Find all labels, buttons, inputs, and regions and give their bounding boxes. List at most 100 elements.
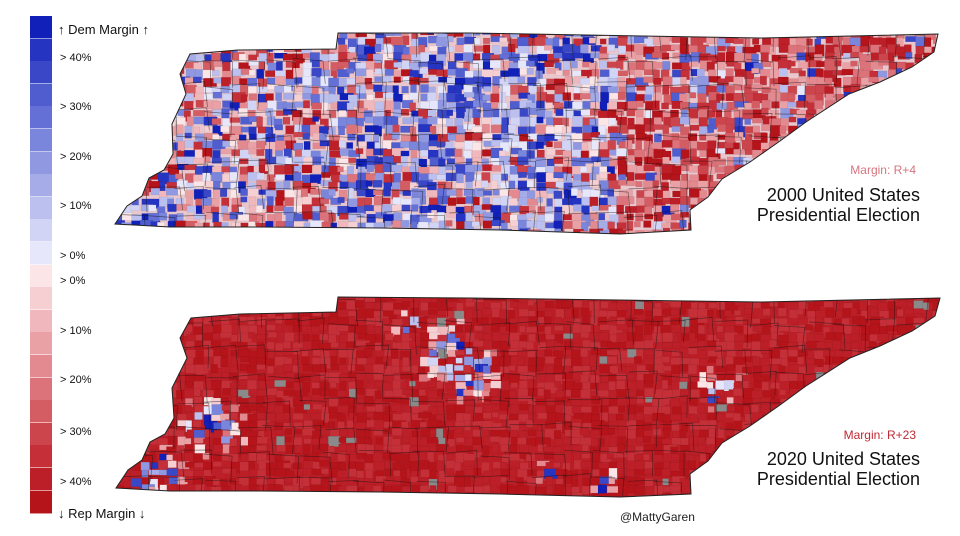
precinct-cell <box>661 308 672 316</box>
precinct-cell <box>869 349 882 359</box>
precinct-cell <box>860 389 871 395</box>
precinct-cell <box>194 412 203 420</box>
precinct-cell <box>337 421 345 429</box>
precinct-cell <box>905 52 913 59</box>
precinct-cell <box>418 396 428 406</box>
precinct-cell <box>634 477 645 486</box>
precinct-cell <box>564 429 573 437</box>
precinct-cell <box>491 443 499 454</box>
precinct-cell <box>913 412 921 422</box>
precinct-cell <box>365 444 375 455</box>
precinct-cell <box>896 404 905 415</box>
precinct-cell <box>408 92 419 100</box>
precinct-cell <box>211 300 221 307</box>
precinct-cell <box>716 413 724 422</box>
precinct-cell <box>923 420 938 432</box>
precinct-cell <box>211 70 220 76</box>
precinct-cell <box>517 76 526 84</box>
precinct-cell <box>914 429 928 442</box>
precinct-cell <box>192 76 202 84</box>
precinct-cell <box>842 307 852 318</box>
precinct-cell <box>563 333 574 339</box>
precinct-cell <box>294 445 302 454</box>
precinct-cell <box>337 405 350 413</box>
precinct-cell <box>356 404 364 415</box>
precinct-cell <box>778 67 788 77</box>
precinct-cell <box>348 212 356 222</box>
precinct-cell <box>564 308 573 319</box>
precinct-cell <box>589 355 601 369</box>
precinct-cell <box>481 452 489 459</box>
precinct-cell <box>904 366 913 374</box>
precinct-cell <box>923 350 937 363</box>
precinct-cell <box>337 462 347 471</box>
precinct-cell <box>285 297 293 303</box>
precinct-cell <box>472 340 485 347</box>
precinct-cell <box>617 91 626 101</box>
precinct-cell <box>670 156 681 163</box>
precinct-cell <box>697 297 713 299</box>
precinct-cell <box>753 437 767 449</box>
precinct-cell <box>167 460 177 468</box>
precinct-cell <box>896 309 904 317</box>
precinct-cell <box>742 429 755 437</box>
precinct-cell <box>311 477 321 486</box>
precinct-cell <box>744 118 751 125</box>
precinct-cell <box>240 94 248 102</box>
precinct-cell <box>681 316 690 328</box>
precinct-cell <box>158 317 174 326</box>
precinct-cell <box>220 413 230 420</box>
precinct-cell <box>202 189 212 198</box>
precinct-cell <box>156 404 166 412</box>
precinct-cell <box>670 446 678 454</box>
precinct-cell <box>714 460 725 470</box>
precinct-cell <box>913 300 924 309</box>
precinct-cell <box>717 446 731 456</box>
precinct-cell <box>437 405 447 415</box>
precinct-cell <box>807 389 816 399</box>
precinct-cell <box>733 148 745 155</box>
precinct-cell <box>625 139 633 150</box>
precinct-cell <box>942 413 948 422</box>
precinct-cell <box>122 398 137 405</box>
precinct-cell <box>337 390 346 398</box>
precinct-cell <box>726 476 735 489</box>
precinct-cell <box>553 317 563 328</box>
precinct-cell <box>644 324 653 336</box>
precinct-cell <box>140 340 154 350</box>
precinct-cell <box>914 349 924 355</box>
precinct-cell <box>346 444 360 453</box>
precinct-cell <box>715 404 729 412</box>
precinct-cell <box>627 332 636 342</box>
precinct-cell <box>266 388 278 396</box>
precinct-cell <box>402 190 411 197</box>
precinct-cell <box>886 414 896 421</box>
precinct-cell <box>662 84 670 95</box>
precinct-cell <box>777 307 787 317</box>
precinct-cell <box>788 60 796 67</box>
precinct-cell <box>779 428 789 437</box>
precinct-cell <box>708 302 718 309</box>
precinct-cell <box>843 373 851 383</box>
precinct-cell <box>483 396 493 403</box>
precinct-cell <box>275 429 283 436</box>
precinct-cell <box>931 382 940 389</box>
precinct-cell <box>804 405 818 411</box>
precinct-cell <box>931 468 940 477</box>
precinct-cell <box>699 358 708 368</box>
precinct-cell <box>625 366 633 375</box>
precinct-cell <box>571 437 581 445</box>
precinct-cell <box>454 33 464 37</box>
precinct-cell <box>570 188 578 197</box>
precinct-cell <box>274 75 286 86</box>
precinct-cell <box>148 444 160 450</box>
precinct-cell <box>355 33 368 38</box>
precinct-cell <box>528 461 537 469</box>
precinct-cell <box>879 326 888 334</box>
precinct-cell <box>132 380 140 390</box>
precinct-cell <box>393 33 406 36</box>
precinct-cell <box>843 397 856 408</box>
precinct-cell <box>131 316 144 328</box>
precinct-cell <box>878 382 889 390</box>
precinct-cell <box>561 300 573 308</box>
